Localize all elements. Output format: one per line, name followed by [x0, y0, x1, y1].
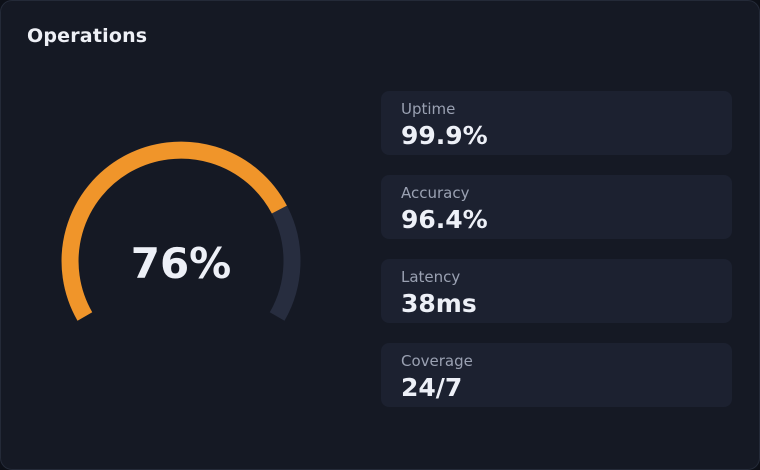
gauge-value: 76% [130, 239, 232, 288]
gauge-fill [61, 141, 287, 321]
metric-value: 38ms [401, 289, 477, 318]
card-title: Operations [27, 25, 148, 47]
metric-accuracy: Accuracy 96.4% [381, 175, 732, 239]
metric-value: 96.4% [401, 205, 488, 234]
metric-label: Accuracy [401, 184, 470, 202]
metric-label: Uptime [401, 100, 456, 118]
metric-label: Latency [401, 268, 461, 286]
metric-coverage: Coverage 24/7 [381, 343, 732, 407]
metric-uptime: Uptime 99.9% [381, 91, 732, 155]
metric-label: Coverage [401, 352, 473, 370]
metric-value: 24/7 [401, 373, 463, 402]
metric-latency: Latency 38ms [381, 259, 732, 323]
gauge-track [61, 141, 301, 321]
metric-value: 99.9% [401, 121, 488, 150]
